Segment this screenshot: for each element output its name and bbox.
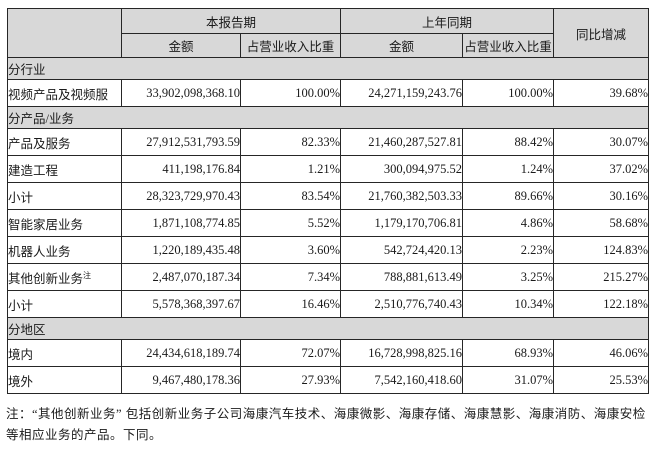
cell-prior-ratio: 2.23% — [462, 236, 555, 264]
table-body: 分行业 视频产品及视频服 33,902,098,368.10 100.00% 24,27… — [6, 57, 650, 394]
cell-yoy-change: 25.53% — [553, 366, 650, 394]
cell-prior-ratio: 31.07% — [462, 366, 555, 394]
header-prior-ratio: 占营业收入比重 — [462, 33, 555, 58]
table-row: 小计 28,323,729,970.43 83.54% 21,760,382,503.… — [7, 182, 650, 210]
footnote: 注：“其他创新业务” 包括创新业务子公司海康汽车技术、海康微影、海康存储、海康慧… — [6, 407, 646, 442]
cell-prior-ratio: 68.93% — [462, 339, 555, 367]
header-current-period: 本报告期 — [120, 8, 342, 34]
header-row-periods: 本报告期 上年同期 同比增减 — [7, 8, 650, 58]
cell-current-ratio: 3.60% — [239, 236, 342, 264]
cell-prior-ratio: 89.66% — [462, 182, 555, 210]
revenue-breakdown-table: 本报告期 上年同期 同比增减 金额 占营业收入比重 金额 占营业收入比重 分行业… — [6, 8, 650, 394]
table-row: 境内 24,434,618,189.74 72.07% 16,728,998,825.… — [7, 339, 650, 367]
cell-prior-amount: 1,179,170,706.81 — [340, 209, 464, 237]
table-row: 视频产品及视频服 33,902,098,368.10 100.00% 24,271,1… — [7, 79, 650, 107]
table-row: 产品及服务 27,912,531,793.59 82.33% 21,460,287,5… — [7, 128, 650, 156]
cell-label: 境内 — [7, 339, 122, 367]
cell-yoy-change: 46.06% — [553, 339, 650, 367]
cell-label: 其他创新业务注 — [7, 263, 122, 291]
cell-current-amount: 28,323,729,970.43 — [121, 182, 241, 210]
cell-prior-amount: 542,724,420.13 — [340, 236, 464, 264]
cell-current-ratio: 83.54% — [239, 182, 342, 210]
section-title: 分行业 — [6, 57, 650, 80]
cell-current-amount: 1,220,189,435.48 — [121, 236, 241, 264]
cell-current-ratio: 1.21% — [239, 155, 342, 183]
cell-prior-ratio: 100.00% — [462, 79, 555, 107]
cell-current-amount: 24,434,618,189.74 — [121, 339, 241, 367]
cell-current-ratio: 72.07% — [239, 339, 342, 367]
cell-current-amount: 27,912,531,793.59 — [121, 128, 241, 156]
cell-yoy-change: 30.16% — [553, 182, 650, 210]
cell-current-amount: 5,578,368,397.67 — [121, 290, 241, 318]
cell-label: 小计 — [7, 182, 122, 210]
footnote-superscript: 注 — [83, 270, 92, 280]
cell-current-ratio: 5.52% — [239, 209, 342, 237]
section-row: 分地区 — [6, 317, 650, 340]
table-row: 小计 5,578,368,397.67 16.46% 2,510,776,740.43… — [7, 290, 650, 318]
cell-yoy-change: 122.18% — [553, 290, 650, 318]
cell-current-amount: 33,902,098,368.10 — [121, 79, 241, 107]
section-row: 分产品/业务 — [6, 106, 650, 129]
cell-label: 机器人业务 — [7, 236, 122, 264]
cell-current-ratio: 27.93% — [239, 366, 342, 394]
cell-current-ratio: 100.00% — [239, 79, 342, 107]
cell-current-amount: 1,871,108,774.85 — [121, 209, 241, 237]
table-row: 智能家居业务 1,871,108,774.85 5.52% 1,179,170,706… — [7, 209, 650, 237]
cell-prior-amount: 24,271,159,243.76 — [340, 79, 464, 107]
cell-yoy-change: 124.83% — [553, 236, 650, 264]
cell-current-amount: 411,198,176.84 — [121, 155, 241, 183]
cell-current-ratio: 82.33% — [239, 128, 342, 156]
cell-prior-amount: 21,760,382,503.33 — [340, 182, 464, 210]
cell-current-ratio: 16.46% — [239, 290, 342, 318]
cell-yoy-change: 215.27% — [553, 263, 650, 291]
section-title: 分地区 — [6, 317, 650, 340]
section-row: 分行业 — [6, 57, 650, 80]
header-prior-period: 上年同期 — [340, 8, 555, 34]
cell-label: 小计 — [7, 290, 122, 318]
table-row: 建造工程 411,198,176.84 1.21% 300,094,975.52 1.2… — [7, 155, 650, 183]
cell-prior-ratio: 10.34% — [462, 290, 555, 318]
cell-prior-amount: 2,510,776,740.43 — [340, 290, 464, 318]
cell-current-amount: 2,487,070,187.34 — [121, 263, 241, 291]
cell-prior-amount: 16,728,998,825.16 — [340, 339, 464, 367]
cell-prior-ratio: 4.86% — [462, 209, 555, 237]
cell-yoy-change: 58.68% — [553, 209, 650, 237]
cell-yoy-change: 39.68% — [553, 79, 650, 107]
cell-label: 智能家居业务 — [7, 209, 122, 237]
cell-yoy-change: 37.02% — [553, 155, 650, 183]
cell-prior-amount: 21,460,287,527.81 — [340, 128, 464, 156]
header-current-ratio: 占营业收入比重 — [239, 33, 342, 58]
table-row: 境外 9,467,480,178.36 27.93% 7,542,160,418.60… — [7, 366, 650, 394]
header-prior-amount: 金额 — [340, 33, 464, 58]
section-title: 分产品/业务 — [6, 106, 650, 129]
header-current-amount: 金额 — [121, 33, 241, 58]
cell-prior-amount: 300,094,975.52 — [340, 155, 464, 183]
cell-yoy-change: 30.07% — [553, 128, 650, 156]
cell-label: 建造工程 — [7, 155, 122, 183]
cell-current-ratio: 7.34% — [239, 263, 342, 291]
cell-label: 产品及服务 — [7, 128, 122, 156]
cell-prior-ratio: 3.25% — [462, 263, 555, 291]
header-row-metrics: 金额 占营业收入比重 金额 占营业收入比重 — [8, 33, 649, 58]
cell-prior-amount: 788,881,613.49 — [340, 263, 464, 291]
cell-label: 视频产品及视频服 — [7, 79, 122, 107]
header-corner-cell — [7, 8, 122, 58]
table-row: 其他创新业务注 2,487,070,187.34 7.34% 788,881,613.… — [7, 263, 650, 291]
cell-label: 境外 — [7, 366, 122, 394]
table-header: 本报告期 上年同期 同比增减 金额 占营业收入比重 金额 占营业收入比重 — [7, 8, 650, 58]
cell-prior-ratio: 88.42% — [462, 128, 555, 156]
cell-prior-ratio: 1.24% — [462, 155, 555, 183]
table-row: 机器人业务 1,220,189,435.48 3.60% 542,724,420.13… — [7, 236, 650, 264]
header-yoy-change: 同比增减 — [553, 8, 650, 58]
cell-current-amount: 9,467,480,178.36 — [121, 366, 241, 394]
cell-prior-amount: 7,542,160,418.60 — [340, 366, 464, 394]
